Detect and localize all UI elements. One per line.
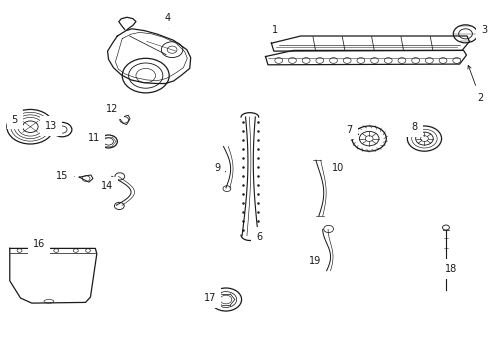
- Text: 13: 13: [45, 121, 58, 131]
- Text: 5: 5: [12, 114, 23, 125]
- Text: 7: 7: [346, 125, 358, 135]
- Text: 3: 3: [480, 25, 486, 35]
- Text: 4: 4: [164, 13, 170, 28]
- Text: 1: 1: [271, 24, 280, 36]
- Text: 16: 16: [33, 239, 45, 249]
- Text: 19: 19: [308, 256, 321, 266]
- Text: 10: 10: [331, 163, 344, 173]
- Text: 12: 12: [106, 104, 119, 114]
- Text: 17: 17: [203, 293, 216, 303]
- Text: 18: 18: [444, 264, 456, 274]
- Text: 15: 15: [56, 171, 74, 181]
- Text: 8: 8: [411, 122, 417, 133]
- Text: 9: 9: [214, 163, 225, 173]
- Text: 11: 11: [87, 133, 100, 143]
- Text: 14: 14: [100, 181, 113, 192]
- Text: 6: 6: [256, 232, 262, 242]
- Text: 2: 2: [467, 66, 482, 103]
